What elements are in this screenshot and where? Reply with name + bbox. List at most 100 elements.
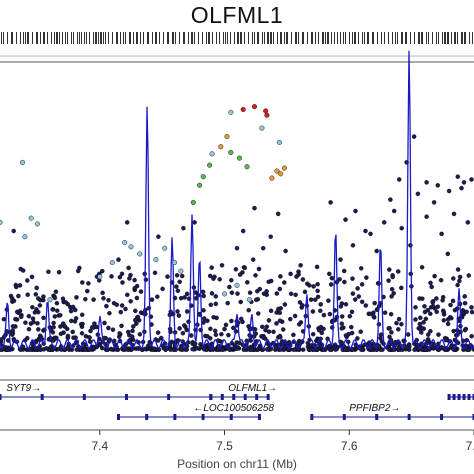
snp-density-tick xyxy=(103,32,104,44)
snp-point xyxy=(219,263,225,268)
snp-point xyxy=(368,231,373,237)
snp-density-tick xyxy=(59,32,60,44)
snp-point xyxy=(315,281,320,287)
snp-point xyxy=(432,273,437,279)
snp-point xyxy=(283,248,288,254)
snp-point xyxy=(350,243,356,248)
snp-point xyxy=(13,282,19,288)
gene-exon xyxy=(407,414,411,420)
snp-density-tick xyxy=(401,32,403,44)
snp-point xyxy=(124,346,130,352)
snp-point xyxy=(35,321,40,326)
snp-point xyxy=(277,310,283,316)
snp-point-lightblue xyxy=(259,125,265,131)
snp-point xyxy=(38,347,43,352)
snp-point xyxy=(280,327,286,332)
snp-point xyxy=(440,298,445,303)
snp-density-tick xyxy=(89,32,90,44)
snp-point xyxy=(296,322,302,327)
snp-point xyxy=(26,326,32,332)
snp-point xyxy=(27,347,33,352)
snp-density-tick xyxy=(84,32,85,44)
snp-point xyxy=(350,276,355,281)
snp-point xyxy=(26,313,32,319)
snp-point xyxy=(181,225,186,231)
gene-exon xyxy=(447,394,451,400)
snp-density-tick xyxy=(442,32,443,44)
snp-point xyxy=(266,318,272,323)
snp-density-tick xyxy=(454,32,456,44)
snp-point xyxy=(390,274,395,280)
snp-density-tick xyxy=(116,32,118,44)
snp-point xyxy=(10,324,16,329)
snp-density-tick xyxy=(188,32,189,44)
snp-point xyxy=(265,346,270,352)
snp-density-tick xyxy=(286,32,288,44)
snp-point xyxy=(184,291,190,297)
snp-point xyxy=(276,306,281,312)
snp-density-tick xyxy=(428,32,429,44)
snp-point xyxy=(126,265,131,271)
snp-density-tick xyxy=(54,32,55,44)
snp-point xyxy=(50,330,56,335)
snp-density-tick xyxy=(298,32,299,44)
snp-point xyxy=(156,234,161,239)
snp-point xyxy=(192,220,197,225)
snp-point-lightblue xyxy=(209,151,215,157)
snp-density-tick xyxy=(315,32,316,44)
snp-point xyxy=(371,313,376,319)
snp-point xyxy=(363,228,368,234)
snp-point xyxy=(435,304,441,309)
snp-point xyxy=(452,307,458,313)
snp-point xyxy=(431,200,437,205)
snp-point xyxy=(355,336,360,341)
snp-point xyxy=(152,270,158,276)
snp-point xyxy=(399,225,404,231)
snp-point xyxy=(455,174,461,179)
snp-point xyxy=(155,330,161,335)
gene-exon xyxy=(0,394,2,400)
gene-exon xyxy=(440,414,444,420)
snp-density-tick xyxy=(40,32,41,44)
snp-point xyxy=(424,214,429,219)
snp-point xyxy=(448,302,453,308)
snp-density-barcode xyxy=(1,32,473,44)
gene-exon xyxy=(145,414,149,420)
snp-point-red xyxy=(264,112,270,118)
snp-density-tick xyxy=(381,32,382,44)
snp-point xyxy=(128,299,133,304)
snp-point xyxy=(20,268,26,273)
snp-point xyxy=(318,302,323,307)
snp-point xyxy=(18,314,24,320)
snp-point xyxy=(11,228,16,234)
snp-density-tick xyxy=(1,32,2,44)
snp-density-tick xyxy=(36,32,38,44)
snp-point xyxy=(441,318,447,323)
snp-point xyxy=(146,305,152,311)
snp-point-green xyxy=(236,155,243,161)
snp-density-tick xyxy=(202,32,203,44)
snp-point-lightblue xyxy=(246,297,253,303)
snp-density-tick xyxy=(62,32,63,44)
snp-point xyxy=(349,330,355,336)
gene-exon xyxy=(220,394,224,400)
snp-density-tick xyxy=(395,32,396,44)
snp-point xyxy=(247,290,253,295)
snp-point xyxy=(117,331,122,336)
snp-point xyxy=(60,296,66,301)
snp-point xyxy=(337,277,342,282)
snp-point-green xyxy=(197,182,203,188)
snp-point xyxy=(83,296,88,302)
snp-point xyxy=(212,328,218,334)
recombination-rate-line xyxy=(0,50,474,350)
gene-exon xyxy=(255,394,259,400)
snp-density-tick xyxy=(291,32,292,44)
snp-density-tick xyxy=(51,32,52,44)
snp-point xyxy=(464,309,469,315)
snp-point xyxy=(359,282,365,287)
snp-point xyxy=(391,208,397,214)
snp-point xyxy=(104,303,109,309)
snp-point xyxy=(364,275,369,280)
snp-point xyxy=(10,328,15,333)
